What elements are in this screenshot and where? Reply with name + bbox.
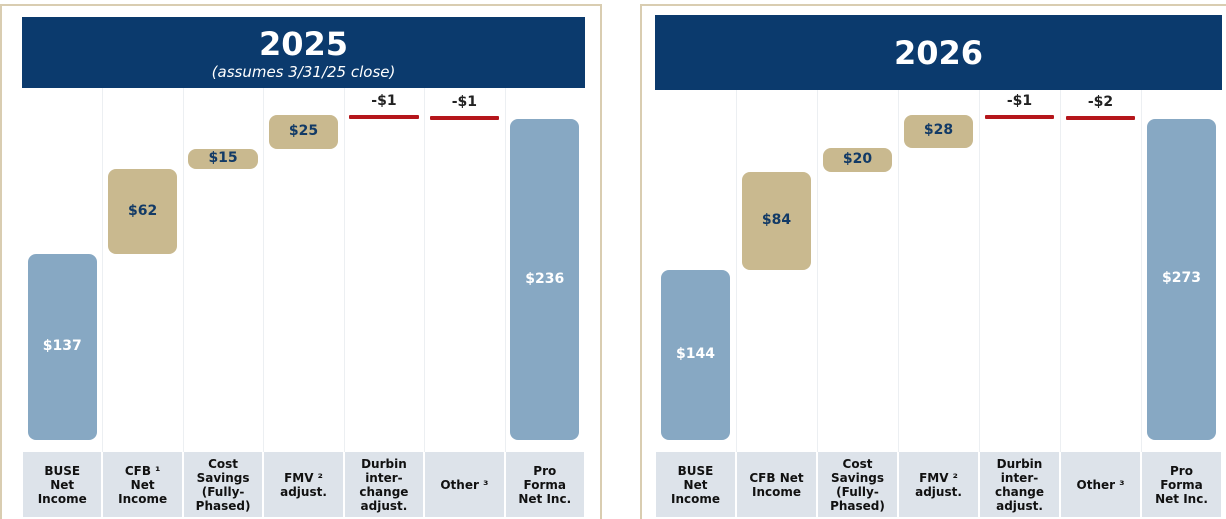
column-divider xyxy=(1060,90,1061,452)
value-label: $20 xyxy=(842,150,873,167)
value-label: $144 xyxy=(676,346,715,363)
bar xyxy=(903,115,974,148)
bar xyxy=(1065,116,1136,121)
value-label: -$1 xyxy=(451,94,477,111)
category-label: Other ³ xyxy=(425,452,504,517)
bar xyxy=(741,171,812,271)
chart-title: 2026 xyxy=(893,33,984,72)
bar xyxy=(510,119,580,440)
column-divider xyxy=(102,88,104,452)
column-divider xyxy=(263,88,265,452)
bar xyxy=(268,115,339,149)
category-label: Cost Savings (Fully-Phased) xyxy=(183,452,263,517)
bar xyxy=(349,115,419,119)
category-label: CFB ¹ Net Income xyxy=(103,452,182,517)
value-label: $62 xyxy=(128,202,158,219)
value-label: -$1 xyxy=(371,93,397,109)
column-divider xyxy=(424,88,426,452)
bar xyxy=(822,147,893,172)
chart-subtitle: (assumes 3/31/25 close) xyxy=(211,62,396,81)
category-label: FMV ² adjust. xyxy=(264,452,343,517)
column-divider xyxy=(736,90,737,452)
panel-frame xyxy=(0,4,602,519)
category-label: BUSE Net Income xyxy=(656,452,735,517)
category-label: CFB Net Income xyxy=(737,452,816,517)
bar xyxy=(429,116,499,121)
category-label: Pro Forma Net Inc. xyxy=(1142,452,1221,517)
bar xyxy=(27,253,97,440)
column-divider xyxy=(979,90,980,452)
value-label: $15 xyxy=(208,150,238,167)
value-label: $28 xyxy=(923,122,954,139)
bar xyxy=(188,148,258,170)
value-label: -$1 xyxy=(1006,93,1033,109)
chart-header: 2026 xyxy=(655,15,1222,90)
value-label: $273 xyxy=(1162,270,1201,287)
column-divider xyxy=(898,90,899,452)
column-divider xyxy=(182,88,184,452)
panel-frame xyxy=(640,4,1226,519)
column-divider xyxy=(343,88,345,452)
value-label: $137 xyxy=(42,337,82,354)
value-label: $84 xyxy=(761,211,792,228)
column-divider xyxy=(504,88,506,452)
chart-title: 2025 xyxy=(258,24,349,63)
chart-header: 2025 (assumes 3/31/25 close) xyxy=(22,17,585,88)
category-label: Durbin inter-change adjust. xyxy=(980,452,1059,517)
category-label: Other ³ xyxy=(1061,452,1140,517)
category-label: Pro Forma Net Inc. xyxy=(505,452,584,517)
column-divider xyxy=(817,90,818,452)
bar xyxy=(984,115,1055,119)
value-label: -$2 xyxy=(1087,94,1114,111)
value-label: $25 xyxy=(288,122,319,139)
bar xyxy=(660,270,731,440)
category-label: Durbin inter-change adjust. xyxy=(344,452,424,517)
column-divider xyxy=(1141,90,1142,452)
category-label: Cost Savings (Fully-Phased) xyxy=(818,452,897,517)
category-label: FMV ² adjust. xyxy=(899,452,978,517)
value-label: $236 xyxy=(525,270,565,287)
category-label: BUSE Net Income xyxy=(23,452,102,517)
bar xyxy=(108,169,178,254)
bar xyxy=(1146,118,1217,440)
